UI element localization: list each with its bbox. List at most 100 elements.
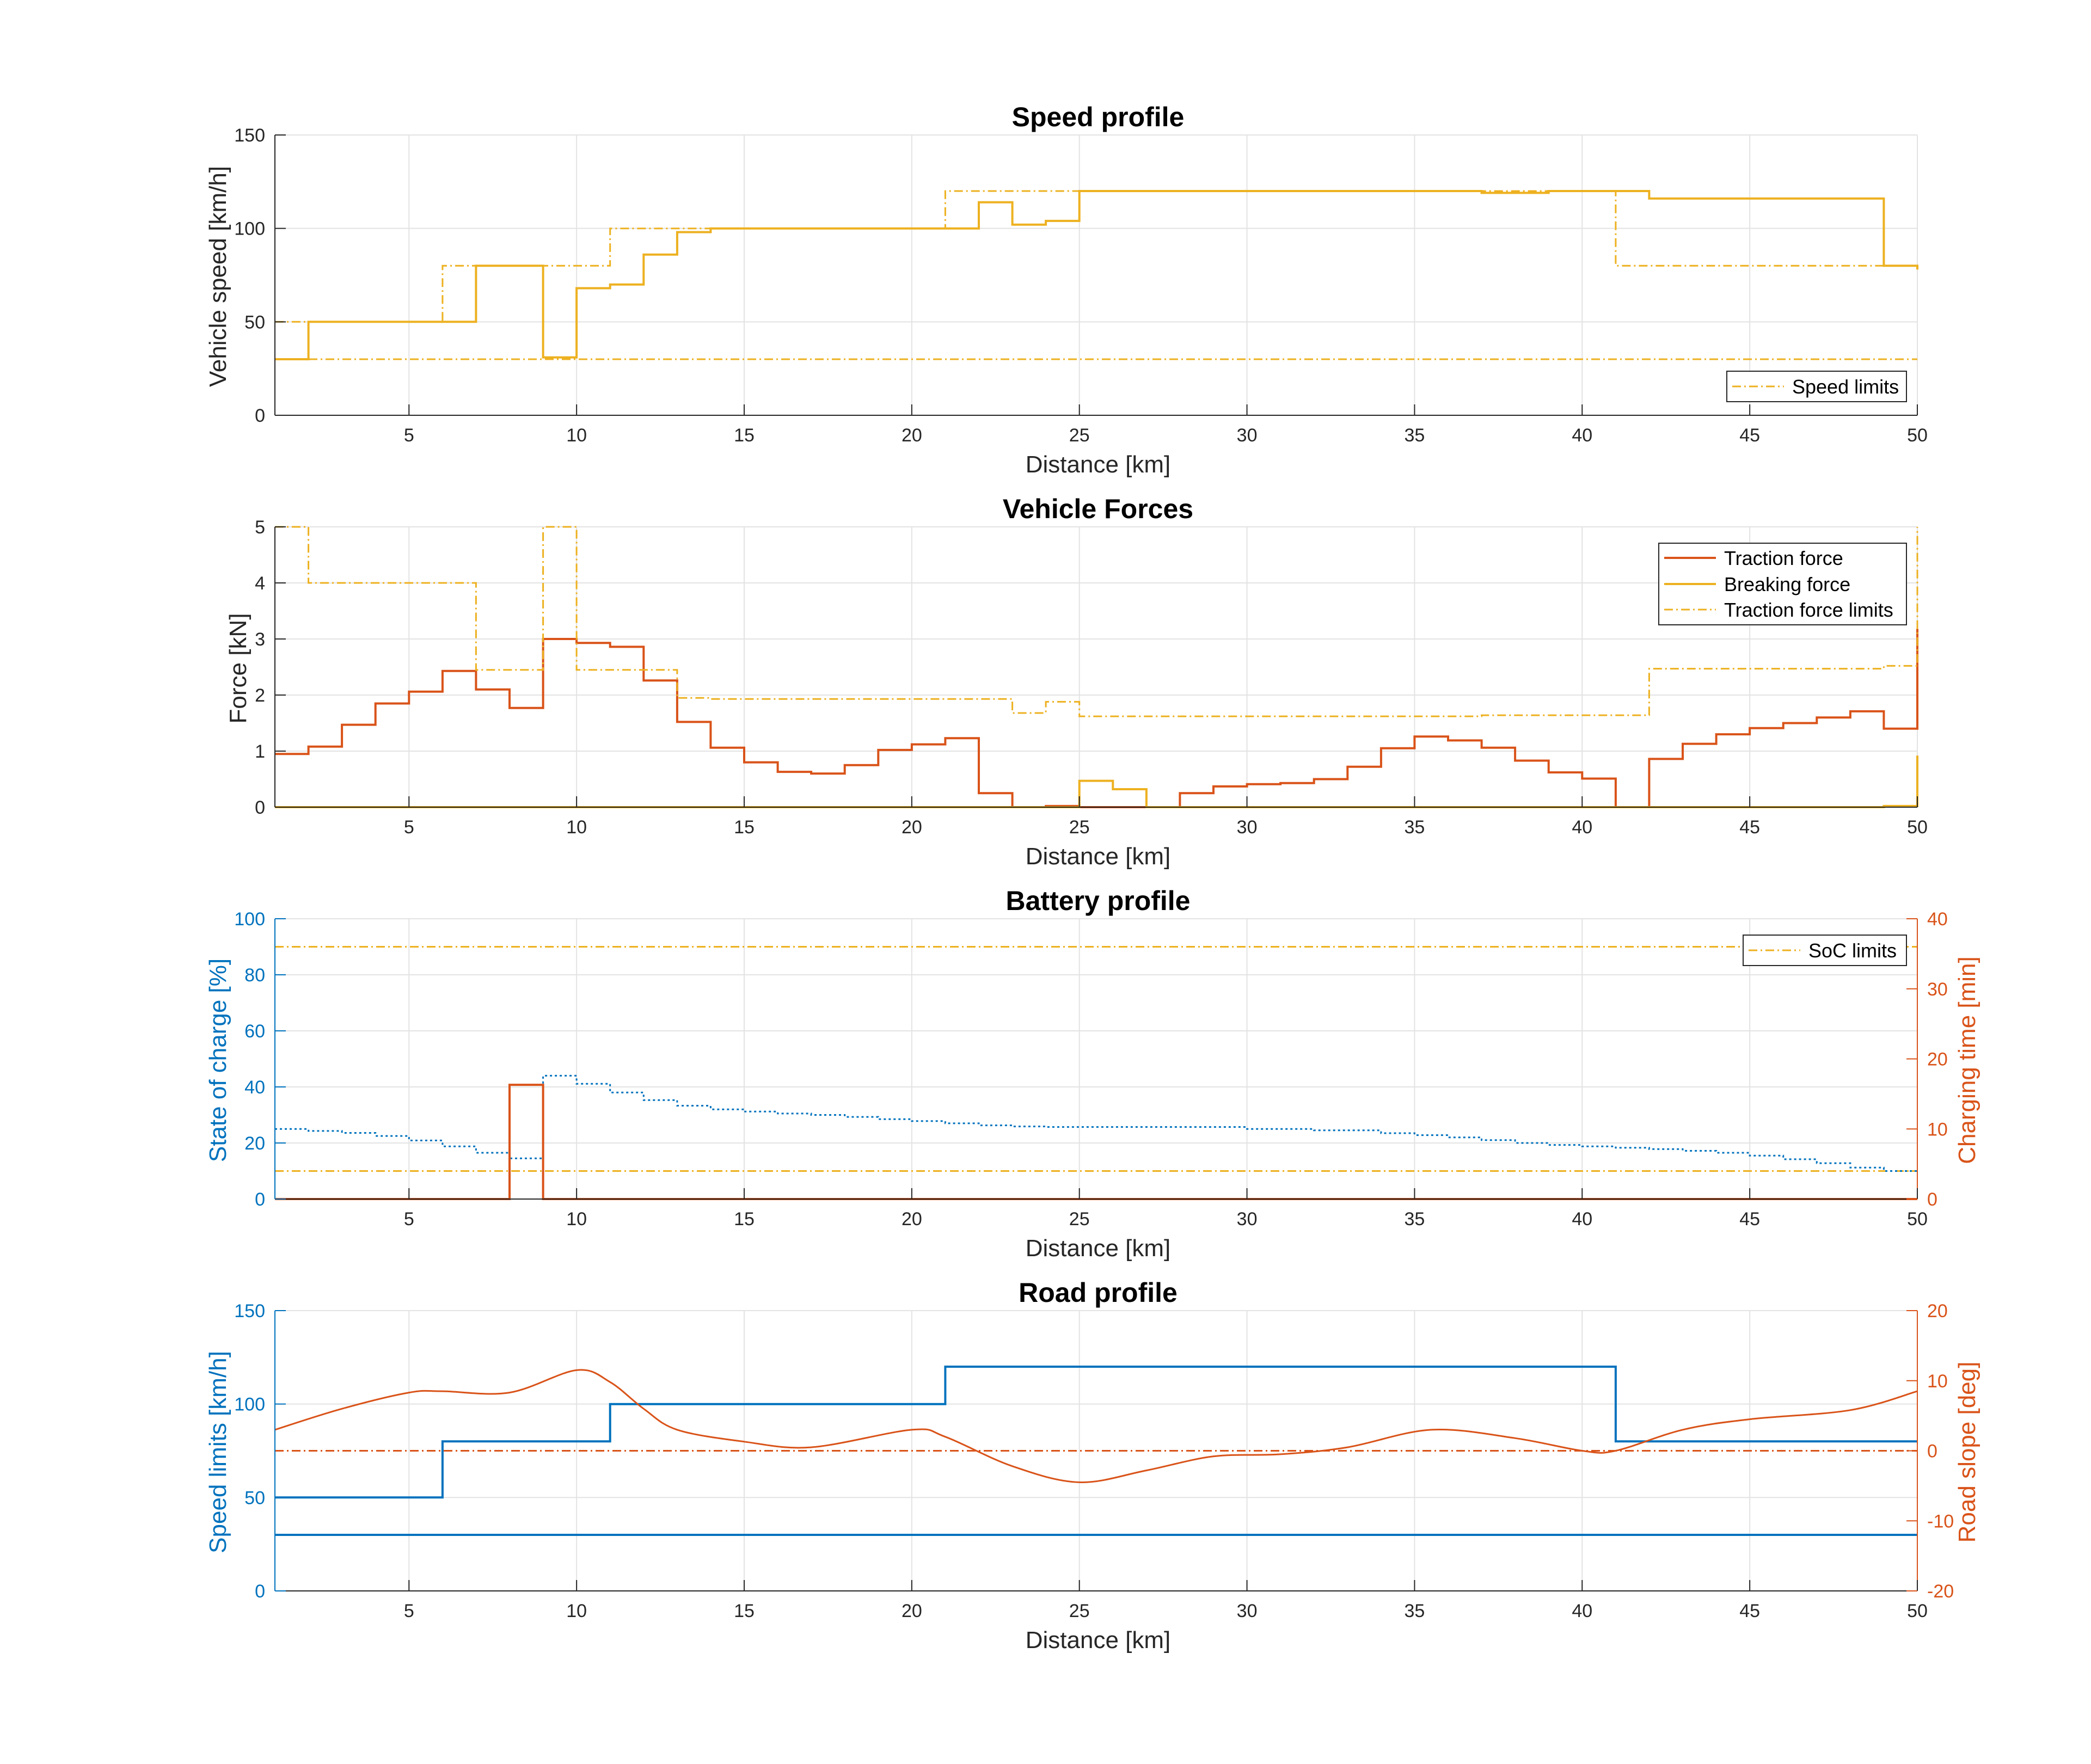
speed-profile-plot: Speed profile Distance [km] Vehicle spee… — [205, 102, 1928, 478]
x-tick-label: 5 — [404, 1209, 414, 1230]
road-profile-xlabel: Distance [km] — [1026, 1627, 1171, 1654]
battery-profile-ylabel: State of charge [%] — [205, 958, 231, 1162]
road-profile-plot: Road profile Distance [km] Speed limits … — [205, 1277, 1980, 1654]
y-tick-label: 4 — [255, 573, 265, 594]
battery-profile-ylabel-right: Charging time [min] — [1954, 956, 1980, 1164]
x-tick-label: 15 — [734, 1209, 755, 1230]
y-tick-label: 50 — [244, 1488, 265, 1508]
x-tick-label: 25 — [1069, 1209, 1090, 1230]
x-tick-label: 50 — [1907, 1601, 1928, 1621]
y-right-tick-label: 20 — [1927, 1049, 1948, 1070]
x-tick-label: 30 — [1237, 817, 1258, 838]
y-right-tick-label: -20 — [1927, 1581, 1954, 1602]
y-tick-label: 1 — [255, 741, 265, 762]
x-tick-label: 5 — [404, 425, 414, 446]
battery-profile-title: Battery profile — [1006, 886, 1191, 916]
x-tick-label: 25 — [1069, 425, 1090, 446]
x-tick-label: 35 — [1405, 1601, 1425, 1621]
y-tick-label: 60 — [244, 1021, 265, 1042]
vehicle-forces-legend: Traction force Breaking force Traction f… — [1658, 543, 1907, 625]
x-tick-label: 45 — [1739, 817, 1760, 838]
vehicle-forces-plot: Vehicle Forces Distance [km] Force [kN] … — [225, 494, 1928, 870]
speed-profile-xlabel: Distance [km] — [1026, 451, 1171, 478]
x-tick-label: 15 — [734, 425, 755, 446]
legend-traction-force-limits-label: Traction force limits — [1724, 599, 1893, 621]
y-right-tick-label: -10 — [1927, 1511, 1954, 1532]
x-tick-label: 45 — [1739, 1209, 1760, 1230]
x-tick-label: 5 — [404, 1601, 414, 1621]
breaking-force-line — [275, 755, 1918, 808]
battery-profile-legend: SoC limits — [1743, 935, 1907, 966]
road-profile-axes: 5 10 15 20 25 30 35 40 45 50 0 50 100 150 -20 -10 0 10 20 — [234, 1301, 1954, 1621]
battery-profile-plot: Battery profile Distance [km] State of c… — [205, 886, 1980, 1262]
x-tick-label: 50 — [1907, 817, 1928, 838]
x-tick-label: 25 — [1069, 817, 1090, 838]
y-right-tick-label: 10 — [1927, 1371, 1948, 1392]
x-tick-label: 15 — [734, 817, 755, 838]
x-tick-label: 40 — [1572, 425, 1592, 446]
x-tick-label: 40 — [1572, 1209, 1592, 1230]
x-tick-label: 40 — [1572, 817, 1592, 838]
y-tick-label: 80 — [244, 965, 265, 986]
y-tick-label: 2 — [255, 685, 265, 706]
y-tick-label: 0 — [255, 1189, 265, 1210]
x-tick-label: 45 — [1739, 1601, 1760, 1621]
y-tick-label: 150 — [234, 1301, 265, 1322]
y-tick-label: 50 — [244, 312, 265, 333]
x-tick-label: 20 — [902, 1601, 922, 1621]
speed-profile-ylabel: Vehicle speed [km/h] — [205, 166, 231, 387]
y-tick-label: 100 — [234, 909, 265, 930]
y-tick-label: 100 — [234, 1394, 265, 1415]
y-tick-label: 100 — [234, 219, 265, 239]
x-tick-label: 10 — [566, 1209, 587, 1230]
x-tick-label: 10 — [566, 817, 587, 838]
state-of-charge-line — [275, 1074, 1917, 1172]
y-right-tick-label: 20 — [1927, 1301, 1948, 1322]
legend-traction-force-label: Traction force — [1724, 547, 1843, 569]
y-right-tick-label: 30 — [1927, 979, 1948, 1000]
x-tick-label: 45 — [1739, 425, 1760, 446]
x-tick-label: 10 — [566, 425, 587, 446]
y-tick-label: 0 — [255, 405, 265, 426]
x-tick-label: 50 — [1907, 1209, 1928, 1230]
x-tick-label: 35 — [1405, 425, 1425, 446]
x-tick-label: 30 — [1237, 425, 1258, 446]
y-tick-label: 20 — [244, 1133, 265, 1154]
y-tick-label: 5 — [255, 517, 265, 538]
legend-speed-limits-label: Speed limits — [1792, 376, 1899, 398]
y-tick-label: 3 — [255, 629, 265, 650]
x-tick-label: 20 — [902, 425, 922, 446]
upper-speed-limit-line — [275, 1366, 1917, 1499]
x-tick-label: 40 — [1572, 1601, 1592, 1621]
y-right-tick-label: 40 — [1927, 909, 1948, 930]
y-right-tick-label: 0 — [1927, 1189, 1937, 1210]
speed-profile-axes: 5 10 15 20 25 30 35 40 45 50 0 50 100 150 — [234, 125, 1928, 446]
y-right-tick-label: 10 — [1927, 1119, 1948, 1140]
x-tick-label: 35 — [1405, 1209, 1425, 1230]
y-right-tick-label: 0 — [1927, 1441, 1937, 1462]
x-tick-label: 25 — [1069, 1601, 1090, 1621]
x-tick-label: 10 — [566, 1601, 587, 1621]
speed-profile-title: Speed profile — [1012, 102, 1185, 132]
vehicle-forces-title: Vehicle Forces — [1003, 494, 1193, 524]
x-tick-label: 20 — [902, 817, 922, 838]
y-tick-label: 0 — [255, 1581, 265, 1602]
legend-soc-limits-label: SoC limits — [1808, 939, 1897, 962]
x-tick-label: 5 — [404, 817, 414, 838]
x-tick-label: 20 — [902, 1209, 922, 1230]
road-profile-ylabel: Speed limits [km/h] — [205, 1351, 231, 1553]
x-tick-label: 35 — [1405, 817, 1425, 838]
vehicle-forces-xlabel: Distance [km] — [1026, 843, 1171, 870]
road-slope-line — [274, 1369, 1918, 1483]
vehicle-speed-line — [275, 190, 1918, 360]
y-tick-label: 0 — [255, 797, 265, 818]
legend-braking-force-label: Breaking force — [1724, 573, 1850, 595]
x-tick-label: 15 — [734, 1601, 755, 1621]
speed-profile-legend: Speed limits — [1726, 371, 1907, 402]
y-tick-label: 150 — [234, 125, 265, 146]
road-profile-title: Road profile — [1019, 1277, 1178, 1308]
traction-force-limits-line — [275, 526, 1918, 717]
vehicle-forces-ylabel: Force [kN] — [225, 613, 252, 724]
